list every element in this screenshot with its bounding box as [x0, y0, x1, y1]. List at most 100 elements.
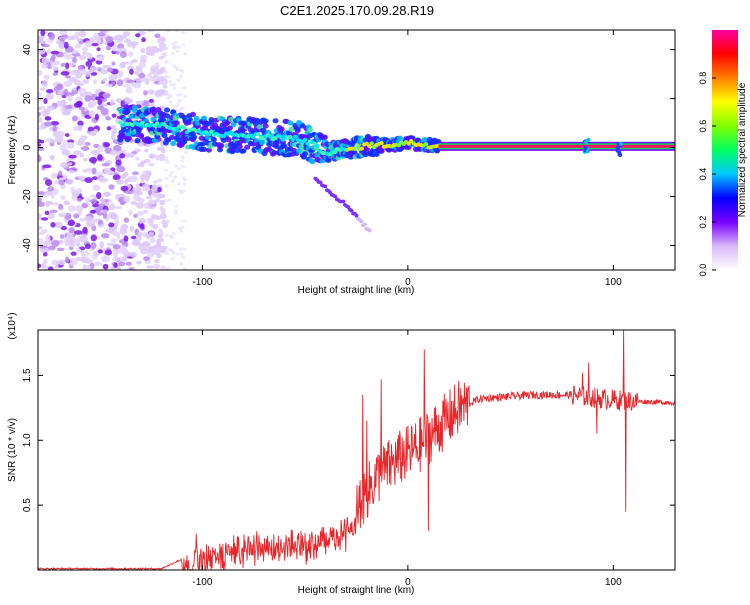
- noise-blob: [141, 37, 146, 43]
- noise-blob: [87, 126, 95, 132]
- noise-blob: [153, 180, 159, 184]
- noise-blob: [84, 40, 94, 48]
- noise-blob: [137, 231, 143, 238]
- noise-blob: [138, 197, 145, 204]
- noise-blob: [97, 105, 104, 111]
- colorbar-gradient: [712, 30, 738, 270]
- noise-blob: [59, 234, 65, 239]
- noise-blob: [48, 32, 56, 40]
- noise-blob: [40, 262, 46, 269]
- noise-blob: [141, 77, 148, 83]
- noise-blob: [84, 95, 92, 102]
- noise-blob: [50, 172, 58, 179]
- noise-blob: [101, 162, 111, 167]
- noise-blob: [173, 175, 178, 179]
- noise-blob: [159, 157, 165, 161]
- noise-blob: [137, 141, 145, 147]
- noise-blob: [117, 47, 127, 52]
- noise-blob: [125, 98, 134, 104]
- echo-core: [302, 137, 308, 142]
- noise-blob: [156, 68, 164, 75]
- noise-blob: [183, 94, 188, 99]
- noise-blob: [57, 170, 63, 177]
- carrier-band-core: [438, 144, 675, 148]
- noise-blob: [82, 51, 88, 55]
- noise-blob: [43, 108, 51, 115]
- noise-blob: [94, 113, 100, 121]
- noise-blob: [84, 177, 93, 183]
- noise-blob: [108, 222, 115, 228]
- colorbar-label: Normalized spectral amplitude: [737, 82, 748, 217]
- noise-blob: [40, 62, 48, 69]
- noise-blob: [77, 87, 86, 95]
- spectrogram-y-tick-label: 0: [22, 144, 33, 150]
- echo-core: [369, 141, 374, 146]
- noise-blob: [115, 73, 123, 79]
- noise-blob: [136, 79, 144, 84]
- echo-blob: [287, 120, 294, 126]
- noise-blob: [143, 256, 150, 262]
- echo-blob: [295, 148, 302, 154]
- noise-blob: [43, 121, 53, 127]
- noise-blob: [81, 47, 88, 52]
- carrier-blip: [618, 141, 623, 146]
- snr-plot-area: [38, 330, 675, 570]
- echo-core: [352, 146, 357, 151]
- noise-blob: [155, 154, 161, 161]
- noise-blob: [56, 247, 65, 252]
- noise-blob: [114, 34, 122, 42]
- noise-blob: [111, 45, 118, 52]
- noise-blob: [38, 37, 43, 44]
- echo-blob: [175, 131, 182, 138]
- echo-blob: [226, 125, 233, 131]
- noise-blob: [96, 55, 105, 61]
- noise-blob: [171, 42, 176, 46]
- noise-blob: [156, 241, 162, 248]
- noise-blob: [74, 31, 80, 38]
- noise-blob: [176, 182, 181, 186]
- noise-blob: [44, 179, 53, 187]
- noise-blob: [179, 107, 184, 111]
- noise-blob: [109, 203, 116, 211]
- noise-blob: [112, 267, 119, 270]
- noise-blob: [111, 133, 116, 141]
- snr-y-tick-label: 1.0: [22, 433, 33, 447]
- colorbar-tick-label: 0.0: [698, 264, 708, 277]
- noise-blob: [52, 66, 59, 71]
- noise-blob: [47, 186, 55, 192]
- echo-blob: [262, 118, 269, 124]
- noise-blob: [44, 190, 53, 196]
- noise-blob: [41, 194, 49, 198]
- noise-blob: [85, 264, 91, 270]
- noise-blob: [105, 45, 112, 51]
- noise-blob: [120, 201, 126, 206]
- noise-blob: [55, 130, 65, 137]
- noise-blob: [90, 72, 98, 76]
- noise-blob: [38, 201, 46, 207]
- noise-blob: [123, 251, 133, 257]
- noise-blob: [38, 238, 44, 245]
- echo-core: [196, 129, 202, 134]
- noise-blob: [38, 116, 43, 124]
- noise-blob: [50, 221, 56, 228]
- noise-blob: [63, 236, 71, 243]
- noise-blob: [88, 130, 96, 136]
- echo-core: [379, 141, 384, 146]
- echo-blob: [189, 111, 196, 118]
- echo-blob: [150, 106, 157, 112]
- noise-blob: [81, 145, 90, 151]
- noise-blob: [84, 243, 91, 250]
- noise-blob: [150, 65, 157, 69]
- carrier-blip: [586, 137, 591, 142]
- noise-blob: [68, 62, 76, 66]
- noise-blob: [153, 72, 159, 77]
- stray-blob: [318, 180, 323, 185]
- spectrogram-ticks: -100 0 100 -40 -20 0 20 40: [22, 30, 675, 288]
- noise-blob: [85, 197, 91, 203]
- echo-blob: [309, 158, 316, 165]
- noise-blob: [59, 144, 67, 151]
- noise-blob: [139, 58, 147, 64]
- noise-blob: [134, 33, 141, 38]
- noise-blob: [69, 258, 78, 266]
- noise-blob: [67, 219, 75, 226]
